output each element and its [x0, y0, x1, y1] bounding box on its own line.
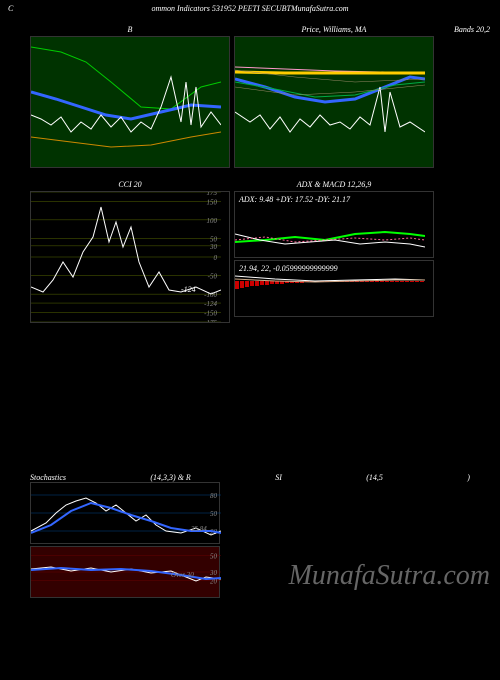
macd-box: 21.94, 22, -0.05999999999999 — [234, 260, 434, 317]
svg-text:50: 50 — [210, 552, 218, 560]
bands-label: Bands 20,2 — [454, 25, 490, 34]
cci-cell: CCI 20 17515010050300-50-100-124-150-175… — [30, 178, 230, 323]
row-3: Stochastics (14,3,3) & R SI (14,5 ) 80 50… — [0, 473, 500, 598]
svg-text:-50: -50 — [208, 273, 218, 281]
adx-title: ADX & MACD 12,26,9 — [234, 178, 434, 191]
svg-text:150: 150 — [207, 198, 218, 206]
chart-b-box — [30, 36, 230, 168]
svg-text:-175: -175 — [204, 319, 217, 322]
macd-svg: 21.94, 22, -0.05999999999999 — [235, 261, 425, 316]
rsi-params: (14,5 — [366, 473, 383, 482]
cci-title: CCI 20 — [30, 178, 230, 191]
svg-text:30: 30 — [209, 243, 218, 251]
svg-text:25.84: 25.84 — [191, 525, 207, 533]
si-label: SI — [275, 473, 282, 482]
stoch-svg: 80502025.84 — [31, 483, 221, 543]
adx-cell: ADX & MACD 12,26,9 ADX: 9.48 +DY: 17.52 … — [234, 178, 434, 323]
row-1: B Price, Williams, MA Bands 20,2 — [0, 23, 500, 168]
row-2: CCI 20 17515010050300-50-100-124-150-175… — [0, 178, 500, 323]
chart-b-title: B — [30, 23, 230, 36]
svg-text:ADX: 9.48 +DY: 17.52 -DY: 21.1: ADX: 9.48 +DY: 17.52 -DY: 21.17 — [238, 195, 351, 204]
svg-text:21.94, 22, -0.05999999999999: 21.94, 22, -0.05999999999999 — [239, 264, 338, 273]
svg-text:Over 30: Over 30 — [171, 571, 194, 579]
header-left: C — [8, 4, 13, 13]
page-header: C ommon Indicators 531952 PEETI SECUBTMu… — [0, 0, 500, 17]
chart-b-cell: B — [30, 23, 230, 168]
chart-price-cell: Price, Williams, MA — [234, 23, 434, 168]
chart-price-svg — [235, 37, 425, 167]
adx-box: ADX: 9.48 +DY: 17.52 -DY: 21.17 — [234, 191, 434, 258]
svg-text:-124: -124 — [181, 285, 196, 294]
cci-svg: 17515010050300-50-100-124-150-175-124 — [31, 192, 221, 322]
rsi-svg: 503020Over 30 — [31, 547, 221, 597]
stoch-label: Stochastics — [30, 473, 66, 482]
cci-box: 17515010050300-50-100-124-150-175-124 — [30, 191, 230, 323]
svg-text:-150: -150 — [204, 310, 217, 318]
rsi-box: 503020Over 30 — [30, 546, 220, 598]
stoch-box: 80502025.84 — [30, 482, 220, 544]
adx-svg: ADX: 9.48 +DY: 17.52 -DY: 21.17 — [235, 192, 425, 257]
stoch-params: (14,3,3) & R — [150, 473, 190, 482]
close-paren: ) — [467, 473, 470, 482]
svg-text:0: 0 — [214, 254, 218, 262]
svg-text:-124: -124 — [204, 300, 217, 308]
chart-price-box — [234, 36, 434, 168]
chart-b-svg — [31, 37, 221, 167]
svg-text:100: 100 — [207, 217, 218, 225]
svg-text:50: 50 — [210, 510, 218, 518]
svg-text:80: 80 — [210, 492, 218, 500]
chart-price-title: Price, Williams, MA — [234, 23, 434, 36]
stoch-title-row: Stochastics (14,3,3) & R SI (14,5 ) — [20, 473, 480, 482]
svg-text:175: 175 — [207, 192, 218, 197]
header-title: ommon Indicators 531952 PEETI SECUBTMuna… — [151, 4, 348, 13]
svg-text:30: 30 — [209, 569, 218, 577]
